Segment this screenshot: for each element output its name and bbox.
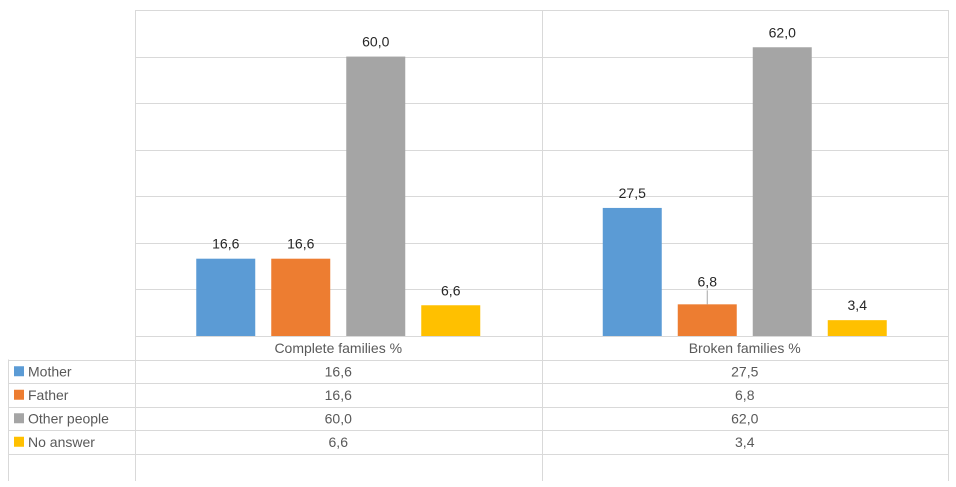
legend-key xyxy=(14,389,24,400)
bar-no-answer xyxy=(827,320,887,336)
legend-key xyxy=(14,413,24,424)
data-label: 6,8 xyxy=(698,273,718,289)
gridlines xyxy=(135,10,949,481)
table-cell: 27,5 xyxy=(731,363,758,379)
bars xyxy=(196,47,887,336)
table-cell: 6,8 xyxy=(735,387,755,403)
legend-label: Mother xyxy=(28,363,72,379)
bar-father xyxy=(271,258,331,336)
data-label: 16,6 xyxy=(212,236,239,252)
data-label: 62,0 xyxy=(769,24,796,40)
table-cell: 16,6 xyxy=(325,387,352,403)
bar-other-people xyxy=(346,56,406,336)
bar-mother xyxy=(602,207,662,336)
legend-label: Other people xyxy=(28,410,109,426)
data-table: Complete families % Broken families % Moth… xyxy=(8,336,948,481)
category-label: Complete families % xyxy=(274,340,402,356)
data-label: 60,0 xyxy=(362,34,389,50)
table-cell: 6,6 xyxy=(329,434,349,450)
bar-father xyxy=(677,304,737,336)
legend-label: Father xyxy=(28,387,69,403)
table-cell: 62,0 xyxy=(731,410,758,426)
data-label: 16,6 xyxy=(287,236,314,252)
table-cell: 3,4 xyxy=(735,434,755,450)
data-label: 3,4 xyxy=(848,297,868,313)
bar-other-people xyxy=(752,47,812,336)
category-label: Broken families % xyxy=(689,340,801,356)
bar-mother xyxy=(196,258,256,336)
data-labels: 16,6 27,5 16,6 6,8 60,0 62,0 6,6 3,4 xyxy=(212,24,867,313)
legend-key xyxy=(14,366,24,377)
legend-key xyxy=(14,436,24,447)
data-label: 27,5 xyxy=(619,185,646,201)
legend-label: No answer xyxy=(28,434,95,450)
data-label: 6,6 xyxy=(441,282,461,298)
table-cell: 16,6 xyxy=(325,363,352,379)
bar-no-answer xyxy=(421,305,481,336)
table-cell: 60,0 xyxy=(325,410,352,426)
